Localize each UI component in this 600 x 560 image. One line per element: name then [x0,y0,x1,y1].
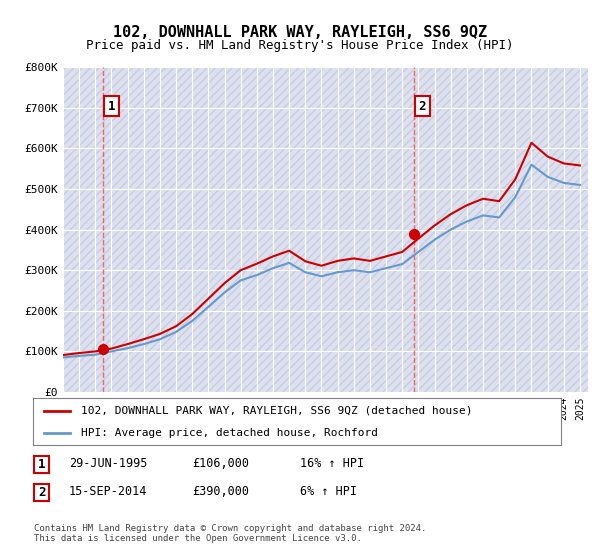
Text: 2: 2 [419,100,426,113]
Text: 16% ↑ HPI: 16% ↑ HPI [300,456,364,470]
Text: 15-SEP-2014: 15-SEP-2014 [69,484,148,498]
Text: 1: 1 [38,458,46,472]
Text: £106,000: £106,000 [192,456,249,470]
Text: 102, DOWNHALL PARK WAY, RAYLEIGH, SS6 9QZ: 102, DOWNHALL PARK WAY, RAYLEIGH, SS6 9Q… [113,25,487,40]
Text: Contains HM Land Registry data © Crown copyright and database right 2024.
This d: Contains HM Land Registry data © Crown c… [34,524,427,543]
Text: 1: 1 [108,100,116,113]
Text: 2: 2 [38,486,46,500]
Text: £390,000: £390,000 [192,484,249,498]
Text: 6% ↑ HPI: 6% ↑ HPI [300,484,357,498]
Text: 29-JUN-1995: 29-JUN-1995 [69,456,148,470]
Text: HPI: Average price, detached house, Rochford: HPI: Average price, detached house, Roch… [80,428,377,438]
Text: Price paid vs. HM Land Registry's House Price Index (HPI): Price paid vs. HM Land Registry's House … [86,39,514,52]
Text: 102, DOWNHALL PARK WAY, RAYLEIGH, SS6 9QZ (detached house): 102, DOWNHALL PARK WAY, RAYLEIGH, SS6 9Q… [80,406,472,416]
